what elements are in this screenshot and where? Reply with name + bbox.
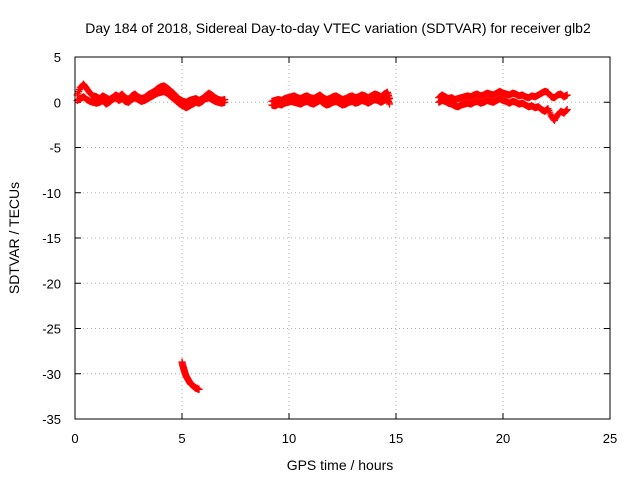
x-tick-label: 25 <box>603 431 617 446</box>
y-tick-label: -30 <box>42 367 61 382</box>
x-tick-label: 20 <box>496 431 510 446</box>
data-point <box>195 385 203 393</box>
grid <box>75 57 610 419</box>
x-axis-label: GPS time / hours <box>287 457 394 473</box>
y-tick-label: -15 <box>42 231 61 246</box>
data-point <box>221 98 229 106</box>
data-point <box>563 91 571 99</box>
data-point <box>385 100 394 108</box>
y-axis-label: SDTVAR / TECUs <box>6 182 22 294</box>
data-point <box>563 105 571 114</box>
x-tick-label: 5 <box>178 431 185 446</box>
y-tick-label: -20 <box>42 276 61 291</box>
y-tick-label: -5 <box>49 141 61 156</box>
plot-frame <box>74 56 611 420</box>
chart-title: Day 184 of 2018, Sidereal Day-to-day VTE… <box>85 20 591 36</box>
data-point <box>562 106 570 114</box>
y-tick-label: -35 <box>42 412 61 427</box>
x-tick-label: 15 <box>389 431 403 446</box>
y-tick-label: -25 <box>42 322 61 337</box>
x-tick-label: 0 <box>71 431 78 446</box>
y-tick-label: 0 <box>54 95 61 110</box>
y-tick-label: 5 <box>54 50 61 65</box>
data-points <box>73 80 571 393</box>
y-tick-label: -10 <box>42 186 61 201</box>
x-tick-label: 10 <box>282 431 296 446</box>
